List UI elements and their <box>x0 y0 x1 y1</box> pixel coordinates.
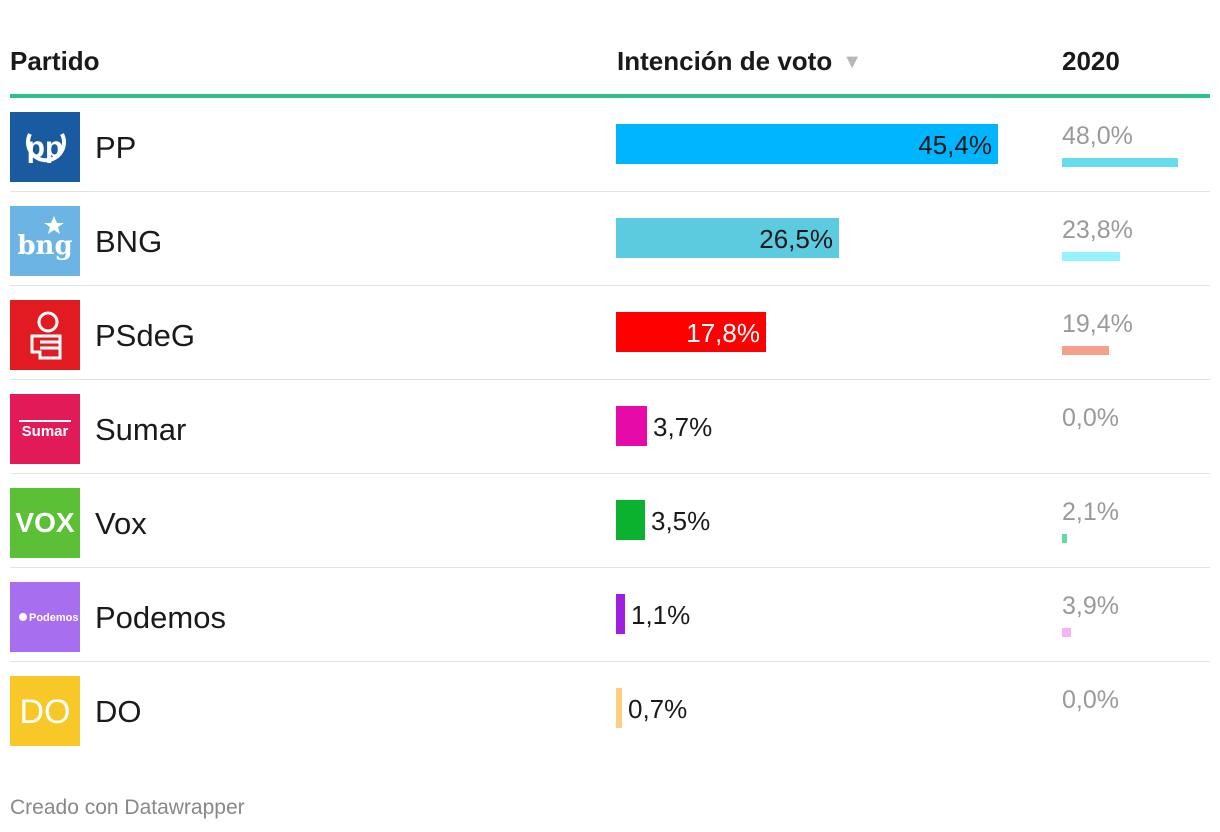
vote-value: 0,7% <box>628 694 688 724</box>
prev-bar <box>1062 346 1109 355</box>
vote-bar-cell: 0,7% <box>616 688 1036 728</box>
svg-text:bng: bng <box>17 231 72 261</box>
party-name: Vox <box>95 506 147 541</box>
table-row: DO DO 0,7% 0,0% <box>10 662 1210 756</box>
prev-result-cell: 3,9% <box>1062 592 1212 654</box>
party-logo-podemos: Podemos <box>10 582 80 652</box>
vote-bar <box>616 500 645 540</box>
vote-bar <box>616 688 622 728</box>
svg-text:Sumar: Sumar <box>22 423 69 440</box>
party-logo-pp: pp <box>10 112 80 182</box>
vote-bar <box>616 406 647 446</box>
party-name: Podemos <box>95 600 226 635</box>
party-logo-vox: VOX <box>10 488 80 558</box>
prev-bar <box>1062 534 1067 543</box>
vote-value: 1,1% <box>631 600 691 630</box>
table-row: pp PP 45,4% 48,0% <box>10 98 1210 192</box>
prev-bar <box>1062 628 1071 637</box>
column-header-2020[interactable]: 2020 <box>1062 46 1120 76</box>
table-row: PSdeG 17,8% 19,4% <box>10 286 1210 380</box>
vote-value: 17,8% <box>686 318 760 348</box>
party-name: BNG <box>95 224 163 259</box>
vote-bar-cell: 45,4% <box>616 124 1036 164</box>
party-logo-bng: bng <box>10 206 80 276</box>
vote-bar <box>616 124 998 164</box>
prev-result-cell: 23,8% <box>1062 216 1212 278</box>
prev-result-cell: 48,0% <box>1062 122 1212 184</box>
vote-value: 45,4% <box>918 130 992 160</box>
vote-value: 3,7% <box>653 412 713 442</box>
table-row: VOX Vox 3,5% 2,1% <box>10 474 1210 568</box>
vote-bar-cell: 3,7% <box>616 406 1036 446</box>
sort-descending-icon[interactable]: ▼ <box>842 51 863 73</box>
vote-bar-cell: 17,8% <box>616 312 1036 352</box>
vote-bar-cell: 1,1% <box>616 594 1036 634</box>
prev-value: 48,0% <box>1062 122 1133 150</box>
party-name: Sumar <box>95 412 187 447</box>
vote-bar-cell: 3,5% <box>616 500 1036 540</box>
header-divider <box>10 94 1210 98</box>
svg-text:DO: DO <box>20 693 71 731</box>
prev-value: 19,4% <box>1062 310 1133 338</box>
prev-result-cell: 0,0% <box>1062 686 1212 748</box>
prev-value: 0,0% <box>1062 404 1119 432</box>
prev-value: 2,1% <box>1062 498 1119 526</box>
party-name: PP <box>95 130 137 165</box>
vote-value: 26,5% <box>759 224 833 254</box>
table-header: Partido Intención de voto ▼ 2020 <box>10 0 1210 95</box>
vote-value: 3,5% <box>651 506 711 536</box>
party-name: DO <box>95 694 142 729</box>
prev-result-cell: 19,4% <box>1062 310 1212 372</box>
table-row: Sumar Sumar 3,7% 0,0% <box>10 380 1210 474</box>
vote-bar <box>616 218 839 258</box>
datawrapper-credit[interactable]: Creado con Datawrapper <box>10 796 245 819</box>
prev-result-cell: 0,0% <box>1062 404 1212 466</box>
party-name: PSdeG <box>95 318 195 353</box>
table-row: Podemos Podemos 1,1% 3,9% <box>10 568 1210 662</box>
svg-text:VOX: VOX <box>15 507 74 538</box>
prev-value: 3,9% <box>1062 592 1119 620</box>
party-logo-psdeg <box>10 300 80 370</box>
table-row: bng BNG 26,5% 23,8% <box>10 192 1210 286</box>
vote-bar-cell: 26,5% <box>616 218 1036 258</box>
party-logo-sumar: Sumar <box>10 394 80 464</box>
prev-bar <box>1062 158 1178 167</box>
prev-value: 23,8% <box>1062 216 1133 244</box>
prev-value: 0,0% <box>1062 686 1119 714</box>
column-header-party[interactable]: Partido <box>10 46 100 76</box>
vote-bar <box>616 312 766 352</box>
vote-bar <box>616 594 625 634</box>
svg-text:Podemos: Podemos <box>29 612 79 624</box>
svg-text:pp: pp <box>27 131 64 164</box>
prev-result-cell: 2,1% <box>1062 498 1212 560</box>
prev-bar <box>1062 252 1120 261</box>
table-body: pp PP 45,4% 48,0% bng BNG 26,5% 23,8% PSdeG 17,8%… <box>10 98 1210 756</box>
column-header-vote[interactable]: Intención de voto ▼ <box>617 46 863 76</box>
party-logo-do: DO <box>10 676 80 746</box>
